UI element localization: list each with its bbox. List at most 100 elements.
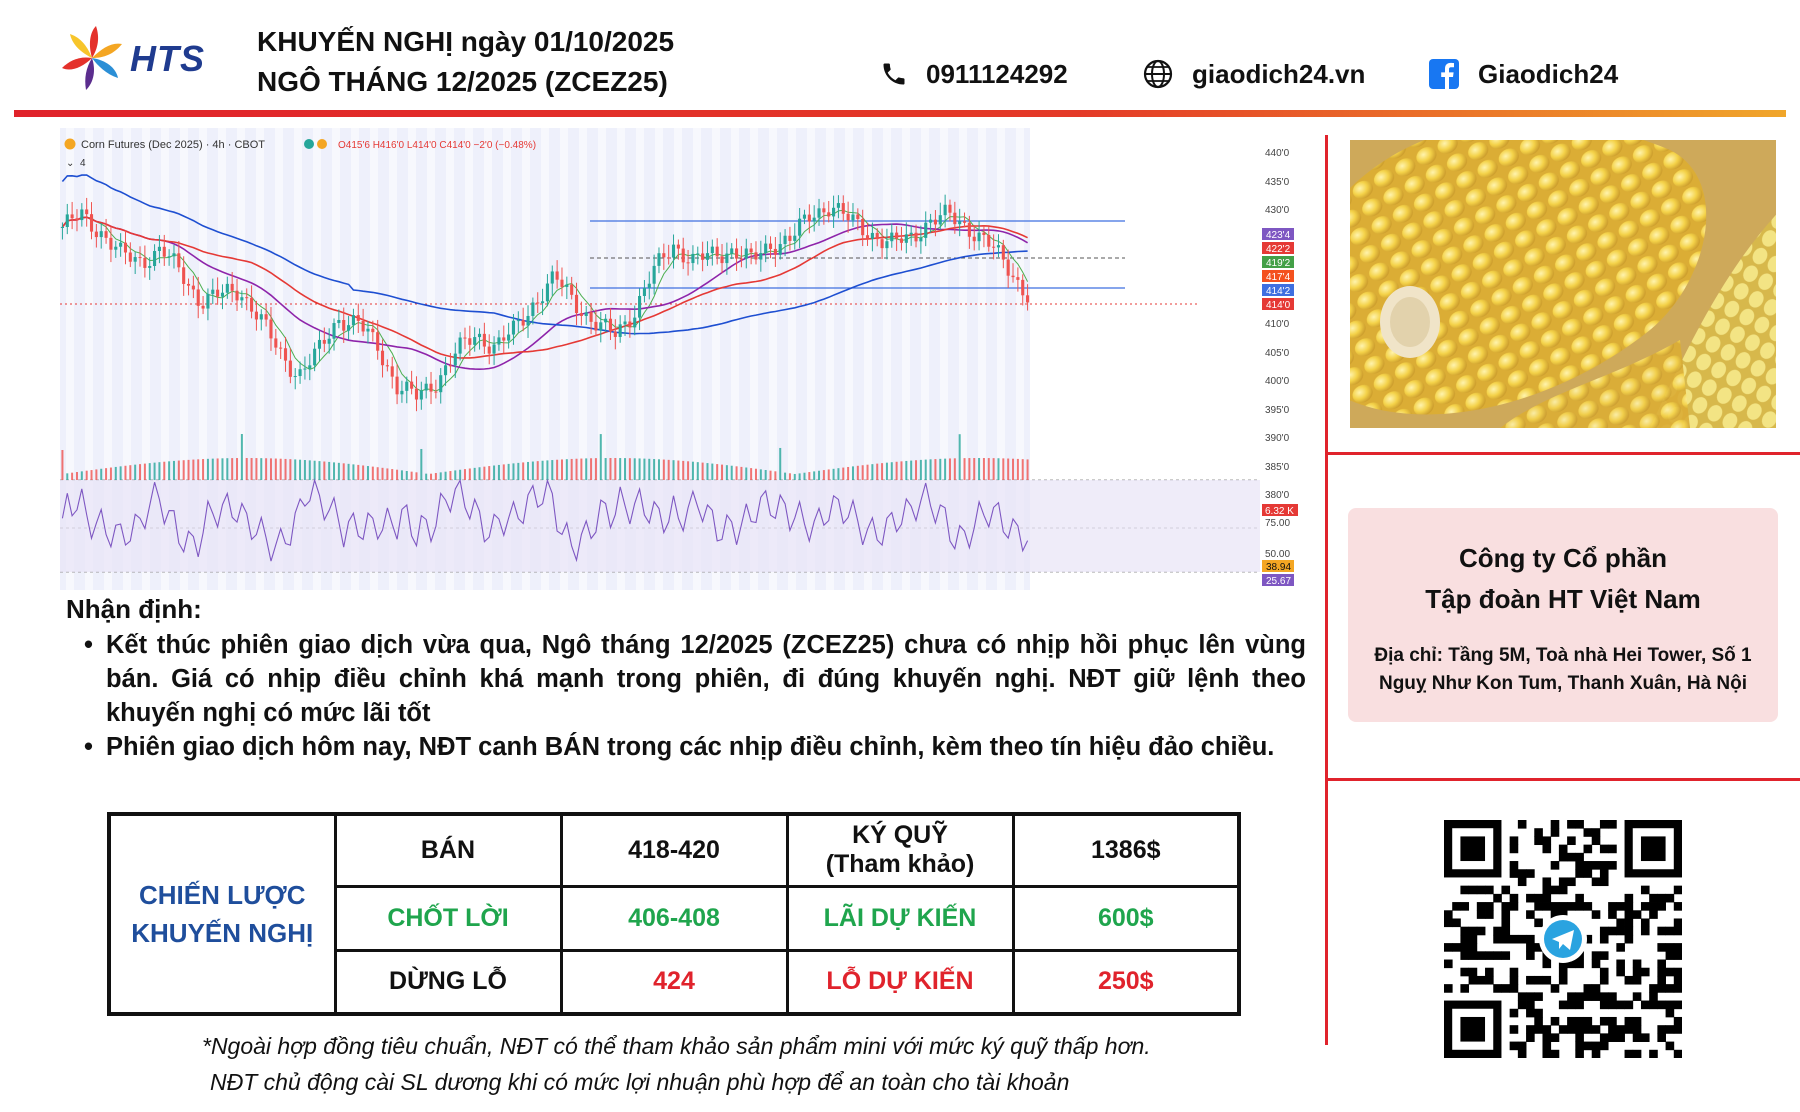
qr-module bbox=[1526, 1025, 1535, 1034]
volume-bar bbox=[822, 470, 825, 480]
table-row: DỪNG LỖ 424 LỖ DỰ KIẾN 250$ bbox=[109, 948, 1241, 1016]
qr-module bbox=[1649, 992, 1658, 1001]
volume-bar bbox=[585, 458, 588, 480]
moving-average-line bbox=[61, 216, 1029, 371]
qr-module bbox=[1575, 959, 1584, 969]
qr-module bbox=[1444, 943, 1453, 952]
volume-bar bbox=[924, 459, 927, 480]
price-tags: 423'4 422'2 419'2 417'4 414'2 414'0 6.32… bbox=[1262, 228, 1298, 587]
candle-body bbox=[507, 334, 511, 341]
qr-module bbox=[1542, 844, 1552, 854]
qr-module bbox=[1550, 828, 1560, 837]
qr-module bbox=[1509, 967, 1519, 977]
volume-bar bbox=[90, 470, 93, 480]
volume-bar bbox=[594, 458, 597, 480]
qr-module bbox=[1550, 861, 1560, 870]
qr-module bbox=[1632, 992, 1642, 1001]
qr-module bbox=[1599, 926, 1609, 936]
qr-module bbox=[1616, 918, 1625, 928]
expected-loss-value: 250$ bbox=[1011, 948, 1241, 1016]
volume-bar bbox=[512, 463, 515, 480]
candle-body bbox=[604, 318, 608, 323]
qr-module bbox=[1501, 918, 1511, 928]
qr-module bbox=[1509, 902, 1519, 911]
qr-module bbox=[1608, 910, 1617, 919]
candle-body bbox=[351, 315, 355, 326]
corn-photo bbox=[1350, 140, 1776, 428]
margin-label-cell: KÝ QUỸ (Tham khảo) bbox=[785, 812, 1015, 888]
chart-ohlc: O415'6 H416'0 L414'0 C414'0 −2'0 (−0.48%… bbox=[338, 140, 536, 151]
volume-bar bbox=[808, 472, 811, 480]
volume-bar bbox=[536, 461, 539, 480]
volume-bar bbox=[260, 458, 263, 480]
qr-module bbox=[1575, 852, 1584, 862]
tag-last-price: 414'0 bbox=[1266, 300, 1291, 311]
candle-body bbox=[201, 305, 205, 309]
volume-bar bbox=[614, 458, 617, 480]
qr-module bbox=[1534, 943, 1543, 952]
qr-module bbox=[1624, 1049, 1634, 1059]
volume-bar bbox=[662, 459, 665, 480]
qr-code-icon bbox=[1444, 820, 1683, 1059]
qr-module bbox=[1673, 951, 1683, 960]
qr-module bbox=[1517, 1041, 1527, 1051]
candle-body bbox=[841, 203, 845, 214]
candle-body bbox=[541, 301, 545, 304]
qr-module bbox=[1657, 1025, 1666, 1034]
candle-body bbox=[123, 242, 128, 253]
candle-body bbox=[584, 312, 588, 316]
qr-module bbox=[1591, 861, 1601, 870]
qr-module bbox=[1624, 1016, 1634, 1026]
candle-body bbox=[686, 262, 690, 264]
candle-body bbox=[613, 331, 617, 337]
qr-module bbox=[1444, 984, 1453, 993]
collapse-indicators-icon[interactable]: ⌄ bbox=[66, 158, 74, 169]
facebook-link[interactable]: Giaodich24 bbox=[1428, 58, 1618, 90]
qr-module bbox=[1575, 1000, 1584, 1010]
volume-bar bbox=[842, 467, 845, 480]
candle-body bbox=[778, 244, 782, 255]
session-stripe bbox=[883, 128, 891, 590]
qr-code[interactable] bbox=[1444, 820, 1683, 1059]
qr-module bbox=[1550, 885, 1560, 895]
volume-bar bbox=[425, 473, 428, 480]
session-stripe bbox=[940, 128, 948, 590]
qr-module bbox=[1476, 885, 1486, 895]
qr-module bbox=[1526, 1008, 1535, 1018]
qr-module bbox=[1591, 984, 1601, 993]
qr-module bbox=[1591, 828, 1601, 837]
qr-module bbox=[1509, 1041, 1519, 1051]
qr-module bbox=[1558, 852, 1568, 862]
qr-module bbox=[1649, 902, 1658, 911]
phone-contact[interactable]: 0911124292 bbox=[880, 58, 1068, 90]
qr-module bbox=[1608, 1000, 1617, 1010]
candle-body bbox=[153, 251, 157, 266]
price-tick: 385'0 bbox=[1265, 462, 1290, 473]
header-divider bbox=[14, 110, 1786, 117]
company-card: Công ty Cổ phần Tập đoàn HT Việt Nam Địa… bbox=[1348, 508, 1778, 722]
candle-body bbox=[870, 232, 874, 239]
volume-bar bbox=[643, 458, 646, 480]
volume-bar bbox=[265, 458, 268, 480]
candle-body bbox=[725, 253, 729, 264]
candle-body bbox=[555, 271, 559, 280]
website-link[interactable]: giaodich24.vn bbox=[1142, 58, 1365, 90]
volume-bar bbox=[939, 458, 942, 480]
qr-module bbox=[1485, 910, 1494, 919]
candle-body bbox=[764, 243, 768, 254]
candle-body bbox=[691, 253, 695, 264]
qr-module bbox=[1640, 902, 1650, 911]
qr-module bbox=[1591, 910, 1601, 919]
session-stripe bbox=[503, 128, 511, 590]
candle-body bbox=[288, 360, 292, 377]
volume-bar bbox=[648, 458, 651, 480]
price-chart[interactable]: Corn Futures (Dec 2025) · 4h · CBOT O415… bbox=[60, 128, 1300, 590]
volume-bar bbox=[711, 463, 714, 480]
candle-body bbox=[793, 235, 797, 241]
volume-bar bbox=[61, 450, 64, 480]
candle-body bbox=[705, 253, 710, 260]
strategy-label-line1: CHIẾN LƯỢC bbox=[138, 880, 306, 910]
candle-body bbox=[376, 332, 380, 351]
candle-body bbox=[599, 322, 603, 331]
volume-bar bbox=[95, 469, 98, 480]
